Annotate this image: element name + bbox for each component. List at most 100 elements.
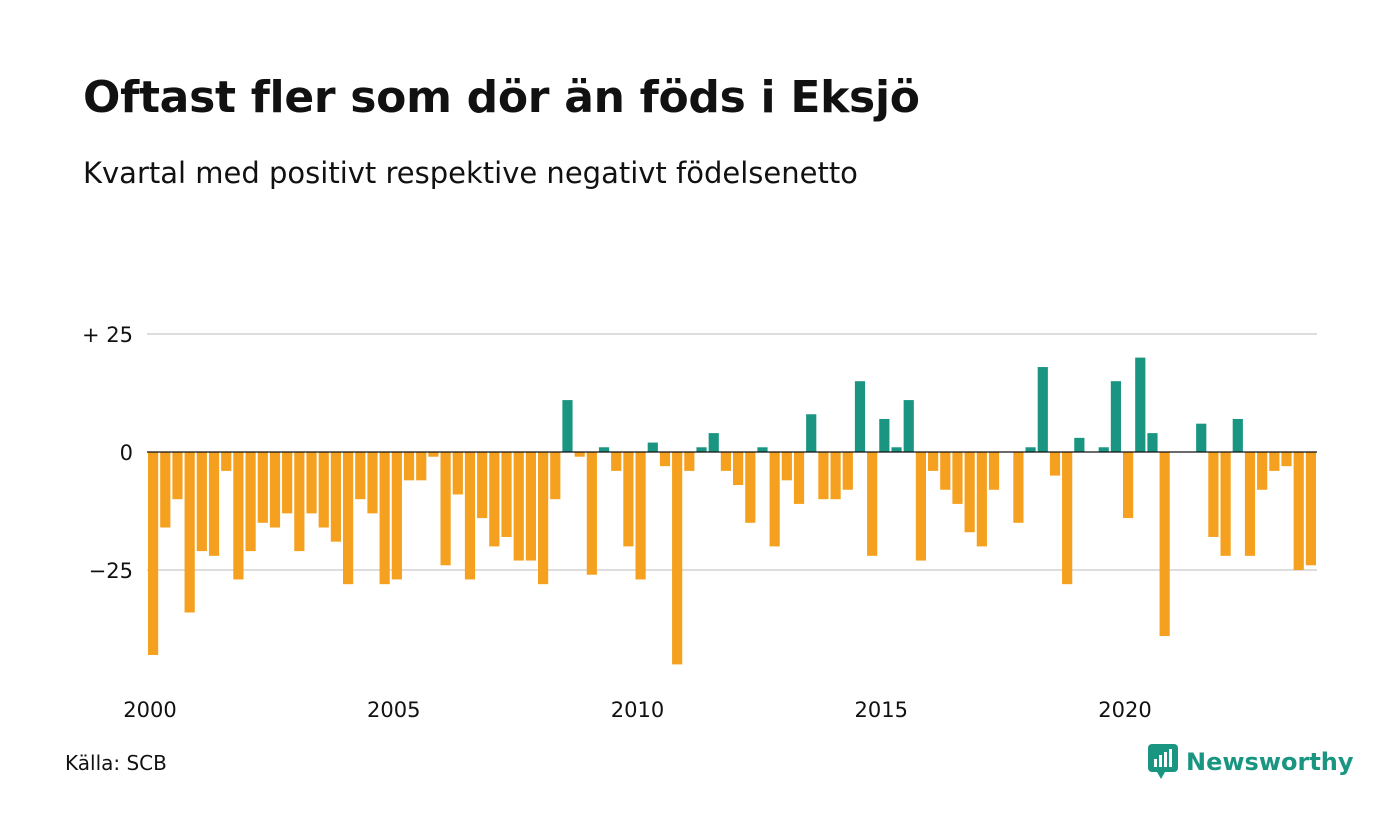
bar-negative	[477, 452, 488, 519]
bar-positive	[708, 433, 719, 452]
bar-negative	[1257, 452, 1268, 490]
bar-negative	[623, 452, 634, 547]
bar-positive	[1135, 357, 1146, 452]
bar-negative	[282, 452, 293, 514]
brand-name: Newsworthy	[1186, 748, 1354, 776]
bar-negative	[245, 452, 256, 552]
bar-positive	[1098, 447, 1109, 452]
bar-positive	[806, 414, 817, 452]
bar-negative	[489, 452, 500, 547]
bar-positive	[1110, 381, 1121, 452]
bar-negative	[464, 452, 476, 580]
bar-negative	[1062, 452, 1073, 585]
y-axis-labels: + 25 0 −25	[82, 323, 133, 583]
y-tick-label: −25	[89, 559, 133, 583]
bar-positive	[1074, 437, 1085, 452]
bar-negative	[416, 452, 427, 481]
bar-negative	[196, 452, 207, 552]
y-tick-label: 0	[120, 441, 133, 465]
x-tick-label: 2015	[855, 698, 908, 722]
bar-negative	[611, 452, 622, 471]
bar-negative	[391, 452, 402, 580]
y-tick-label: + 25	[82, 323, 133, 347]
chart-title: Oftast fler som dör än föds i Eksjö	[83, 72, 920, 123]
x-tick-label: 2000	[123, 698, 176, 722]
bar-negative	[184, 452, 195, 613]
bar-positive	[891, 447, 902, 452]
bars	[148, 357, 1316, 665]
x-tick-label: 2010	[611, 698, 664, 722]
bar-negative	[745, 452, 756, 523]
bar-negative	[793, 452, 805, 504]
chart-subtitle: Kvartal med positivt respektive negativt…	[83, 156, 858, 190]
bar-negative	[233, 452, 244, 580]
bar-negative	[1305, 452, 1316, 566]
bar-negative	[221, 452, 232, 471]
bar-negative	[781, 452, 792, 481]
bar-negative	[160, 452, 171, 528]
bar-negative	[538, 452, 549, 585]
bar-negative	[343, 452, 354, 585]
bar-negative	[976, 452, 987, 547]
bar-negative	[513, 452, 524, 561]
bar-positive	[562, 400, 573, 452]
bar-negative	[1049, 452, 1061, 476]
grid-lines	[147, 333, 1317, 571]
bar-positive	[647, 442, 658, 452]
bar-negative	[940, 452, 951, 490]
bar-negative	[550, 452, 561, 500]
bar-negative	[318, 452, 329, 528]
bar-negative	[355, 452, 366, 500]
bar-positive	[903, 400, 914, 452]
bar-negative	[867, 452, 878, 556]
bar-negative	[915, 452, 926, 561]
bar-negative	[1013, 452, 1024, 523]
bar-negative	[1220, 452, 1231, 556]
x-axis-labels: 2000 2005 2010 2015 2020	[123, 698, 1151, 722]
bar-negative	[257, 452, 268, 523]
bar-negative	[659, 452, 671, 467]
bar-negative	[1269, 452, 1280, 471]
bar-positive	[757, 447, 768, 452]
bar-negative	[269, 452, 281, 528]
bar-negative	[1159, 452, 1170, 637]
bar-negative	[330, 452, 341, 542]
newsworthy-logo: Newsworthy	[1148, 744, 1354, 780]
bar-negative	[928, 452, 939, 471]
bar-negative	[586, 452, 597, 575]
bar-negative	[208, 452, 220, 556]
bar-negative	[672, 452, 683, 665]
bar-negative	[842, 452, 853, 490]
bar-negative	[818, 452, 829, 500]
bar-positive	[1232, 418, 1243, 452]
bar-positive	[1147, 433, 1158, 452]
bar-negative	[1281, 452, 1292, 467]
bar-negative	[574, 452, 585, 457]
bar-negative	[1293, 452, 1304, 570]
bar-negative	[1123, 452, 1134, 519]
bar-negative	[379, 452, 390, 585]
bar-negative	[501, 452, 512, 537]
bar-negative	[733, 452, 744, 486]
bar-positive	[879, 418, 890, 452]
bar-negative	[1208, 452, 1219, 537]
bar-negative	[452, 452, 463, 495]
bar-positive	[1196, 423, 1207, 452]
bar-positive	[1025, 447, 1036, 452]
bar-negative	[830, 452, 841, 500]
x-tick-label: 2020	[1098, 698, 1151, 722]
bar-positive	[696, 447, 707, 452]
bar-negative	[964, 452, 975, 533]
bar-negative	[635, 452, 646, 580]
bar-positive	[1037, 367, 1048, 452]
bar-negative	[525, 452, 536, 561]
bar-negative	[148, 452, 159, 655]
bar-negative	[428, 452, 439, 457]
bar-negative	[172, 452, 183, 500]
bar-negative	[769, 452, 780, 547]
bar-negative	[306, 452, 317, 514]
x-tick-label: 2005	[367, 698, 420, 722]
bar-positive	[598, 447, 610, 452]
bar-positive	[854, 381, 866, 452]
